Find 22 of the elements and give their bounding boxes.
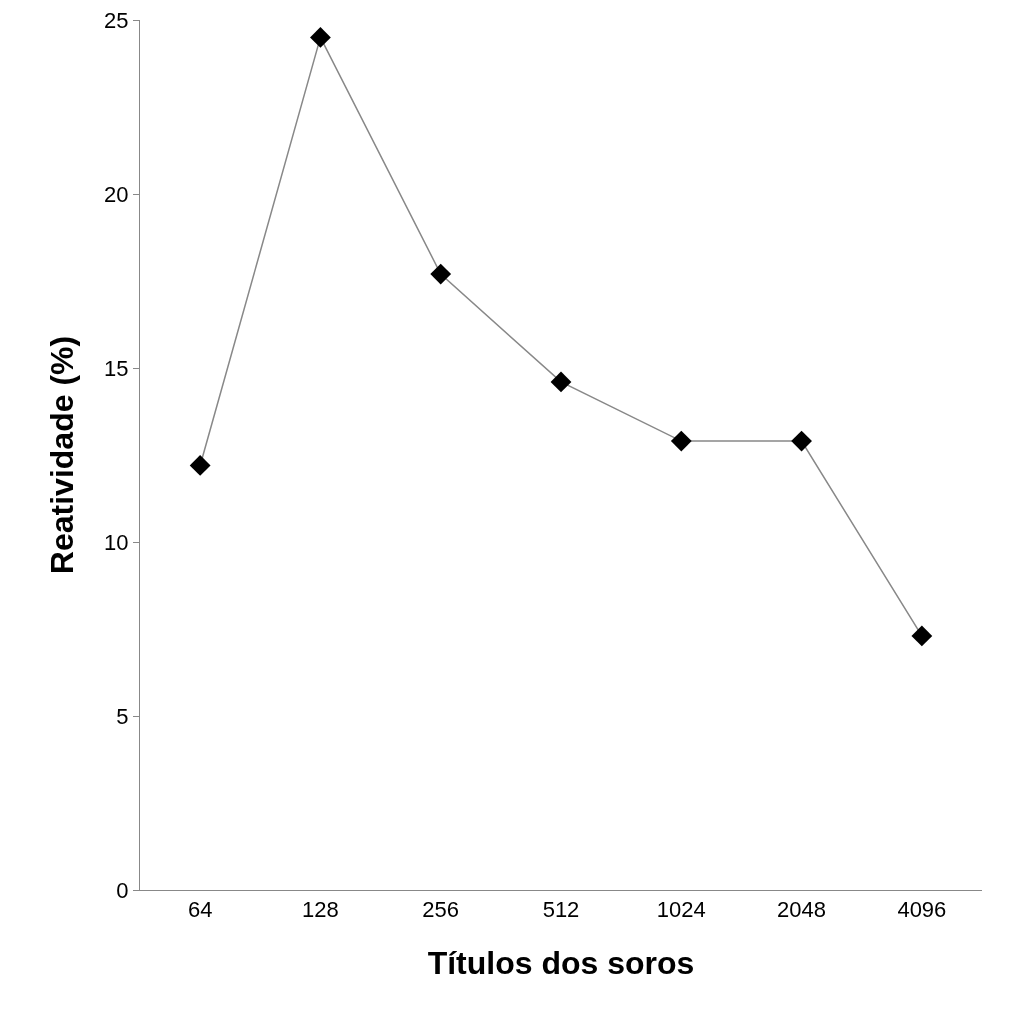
point bbox=[550, 371, 572, 393]
x-tick-label: 4096 bbox=[897, 897, 947, 923]
x-tick-label: 64 bbox=[187, 897, 213, 923]
point bbox=[430, 263, 452, 285]
x-tick-label: 2048 bbox=[777, 897, 827, 923]
y-tick-label: 15 bbox=[104, 355, 129, 381]
y-tick-label: 0 bbox=[116, 877, 129, 903]
x-axis-title: Títulos dos soros bbox=[427, 945, 695, 982]
y-axis-title: Reatividade (%) bbox=[44, 335, 81, 575]
x-tick-label: 1024 bbox=[656, 897, 706, 923]
point bbox=[911, 625, 933, 647]
y-tick-label: 10 bbox=[104, 529, 129, 555]
x-tick-label: 512 bbox=[542, 897, 580, 923]
x-tick-label: 256 bbox=[422, 897, 460, 923]
point bbox=[791, 430, 812, 452]
y-tick-label: 20 bbox=[104, 181, 129, 207]
point bbox=[310, 27, 331, 48]
point bbox=[670, 430, 692, 452]
point bbox=[189, 455, 211, 476]
y-tick-label: 25 bbox=[104, 7, 129, 33]
y-tick-label: 5 bbox=[116, 703, 129, 729]
x-tick-label: 128 bbox=[302, 897, 339, 923]
